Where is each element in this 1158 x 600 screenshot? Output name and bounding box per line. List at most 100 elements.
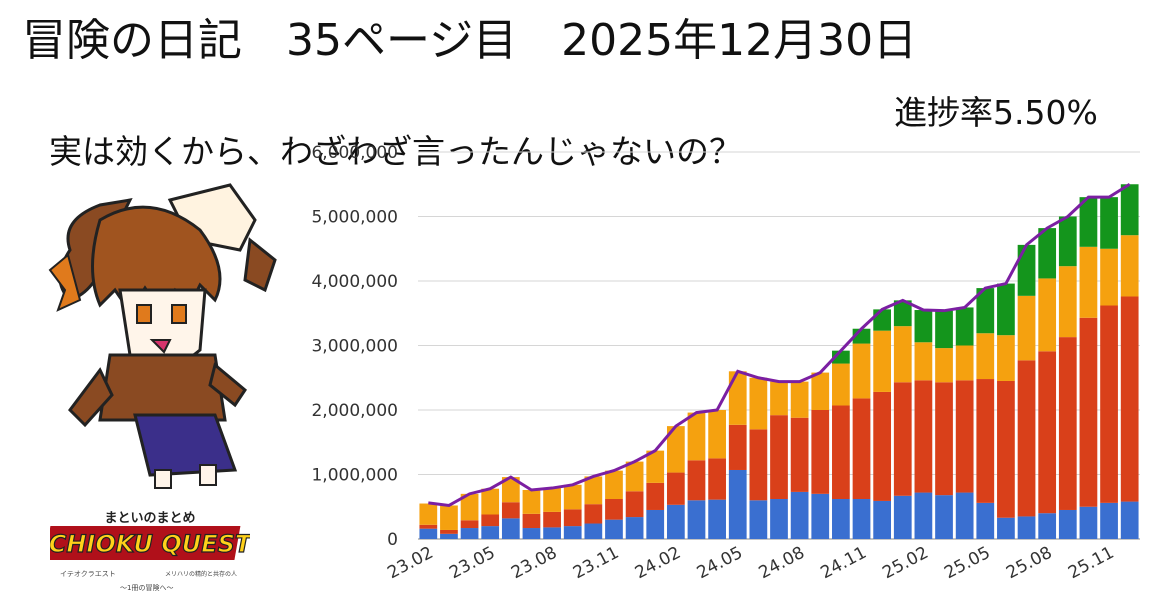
progress-rate: 進捗率5.50%: [894, 93, 1098, 132]
x-tick-label: 23.08: [508, 543, 560, 584]
bar-segment: [893, 300, 912, 327]
bar-segment: [481, 526, 500, 539]
bar-segment: [605, 499, 623, 520]
bar-segment: [501, 518, 520, 539]
bar-segment: [1120, 296, 1139, 502]
bar-segment: [419, 524, 438, 529]
x-tick-label: 25.08: [1003, 543, 1055, 584]
bar-segment: [419, 528, 438, 539]
bar-segment: [584, 504, 603, 524]
logo-text-sub3: 〜1冊の冒険へ〜: [120, 583, 173, 592]
bar-segment: [501, 502, 520, 519]
bar-segment: [1100, 197, 1118, 249]
bar-segment: [811, 372, 830, 410]
bar-segment: [440, 505, 458, 530]
bar-segment: [728, 469, 747, 539]
bar-segment: [1100, 502, 1118, 539]
bar-segment: [790, 491, 809, 539]
bar-segment: [1038, 278, 1057, 352]
bar-segment: [1079, 246, 1098, 318]
bar-segment: [852, 398, 871, 500]
bar-segment: [770, 499, 788, 539]
y-tick-label: 3,000,000: [311, 337, 398, 357]
y-tick-label: 2,000,000: [311, 401, 398, 421]
bar-segment: [749, 500, 768, 539]
bar-segment: [832, 405, 850, 500]
bar-segment: [1058, 266, 1077, 338]
bar-segment: [893, 495, 912, 539]
bar-segment: [852, 343, 871, 399]
bar-segment: [935, 495, 953, 539]
bar-segment: [914, 380, 933, 493]
bar-segment: [708, 499, 726, 539]
bar-segment: [997, 517, 1015, 539]
bar-segment: [1079, 317, 1098, 507]
bar-segment: [832, 363, 850, 406]
bar-segment: [1017, 516, 1036, 539]
logo-text-main: CHIOKU QUEST: [50, 530, 250, 558]
bar-segment: [563, 509, 582, 527]
x-tick-label: 24.11: [817, 543, 869, 584]
bar-segment: [1100, 305, 1118, 503]
bar-segment: [811, 410, 830, 494]
bar-segment: [873, 330, 892, 392]
bar-segment: [440, 533, 458, 539]
bar-segment: [935, 348, 953, 383]
bar-segment: [563, 526, 582, 539]
y-tick-label: 1,000,000: [311, 466, 398, 486]
bar-segment: [1120, 235, 1139, 297]
bar-segment: [790, 417, 809, 492]
bar-segment: [708, 410, 726, 459]
bar-segment: [1120, 501, 1139, 539]
bar-segment: [1038, 351, 1057, 514]
bar-segment: [1038, 228, 1057, 279]
bar-segment: [419, 503, 438, 525]
total-line: [428, 182, 1131, 508]
x-tick-label: 25.02: [879, 543, 931, 584]
chioku-quest-logo: まといのまとめ CHIOKU QUEST イテオクラエスト メリハリの精的と共存…: [50, 511, 250, 592]
bar-segment: [666, 426, 685, 473]
bar-segment: [955, 380, 974, 493]
character-illustration: [48, 183, 277, 489]
page-title: 冒険の日記 35ページ目 2025年12月30日: [22, 15, 918, 66]
bar-segment: [749, 377, 768, 430]
bar-segment: [770, 415, 788, 500]
bar-segment: [501, 477, 520, 503]
bar-segment: [522, 489, 541, 514]
bar-segment: [625, 461, 644, 492]
logo-text-sub1: イテオクラエスト: [60, 570, 116, 578]
bar-segment: [584, 523, 603, 539]
bar-segment: [976, 333, 995, 380]
bar-segment: [1058, 337, 1077, 510]
bar-segment: [955, 492, 974, 539]
bar-segment: [460, 493, 479, 521]
bar-segment: [914, 342, 933, 381]
bar-segment: [1038, 513, 1057, 539]
bar-segment: [625, 491, 644, 518]
bar-segment: [852, 499, 871, 539]
bar-segment: [522, 513, 541, 529]
bar-segment: [1058, 509, 1077, 539]
bar-segment: [955, 345, 974, 381]
bar-segment: [460, 520, 479, 529]
bar-segment: [976, 502, 995, 539]
bar-segment: [1079, 197, 1098, 247]
bar-segment: [935, 382, 953, 496]
bar-segment: [605, 470, 623, 500]
bar-segment: [832, 499, 850, 539]
bar-segment: [460, 528, 479, 539]
bar-segment: [543, 488, 561, 512]
bar-segment: [976, 288, 995, 334]
bar-segment: [1100, 248, 1118, 306]
bar-segment: [708, 458, 726, 500]
bar-segment: [770, 381, 788, 416]
x-tick-label: 24.02: [632, 543, 684, 584]
bar-segment: [1017, 244, 1036, 296]
bar-segment: [1079, 506, 1098, 539]
y-tick-label: 5,000,000: [311, 208, 398, 228]
bar-segment: [935, 310, 953, 349]
bar-segment: [976, 379, 995, 503]
bar-segment: [1120, 184, 1139, 236]
bar-segment: [543, 511, 561, 528]
bar-segment: [522, 528, 541, 539]
